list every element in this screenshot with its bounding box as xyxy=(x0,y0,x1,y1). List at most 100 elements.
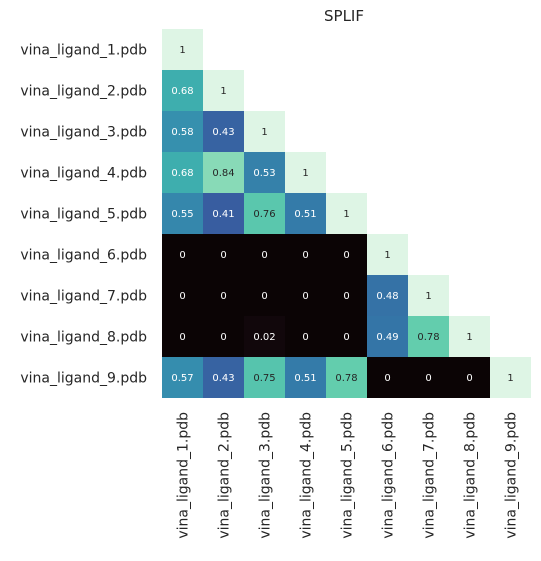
heatmap-cell xyxy=(326,193,367,234)
heatmap-cell xyxy=(367,357,408,398)
column-tick-label: vina_ligand_2.pdb xyxy=(217,412,233,539)
heatmap-cell xyxy=(490,357,531,398)
cell-value-label: 0 xyxy=(220,291,226,302)
cell-value-label: 0.41 xyxy=(212,209,234,220)
cell-value-label: 0.68 xyxy=(171,168,193,179)
heatmap-cell xyxy=(162,316,203,357)
heatmap-cell xyxy=(203,275,244,316)
cell-value-label: 0.84 xyxy=(212,168,234,179)
cell-value-label: 0.57 xyxy=(171,373,193,384)
row-tick-label: vina_ligand_4.pdb xyxy=(20,166,147,182)
cell-value-label: 0 xyxy=(220,332,226,343)
cell-value-label: 1 xyxy=(425,291,431,302)
cell-value-label: 0 xyxy=(220,250,226,261)
column-tick-label: vina_ligand_6.pdb xyxy=(381,412,397,539)
cell-value-label: 1 xyxy=(466,332,472,343)
heatmap-cell xyxy=(244,152,285,193)
heatmap-cell xyxy=(244,234,285,275)
cell-value-label: 0.53 xyxy=(253,168,275,179)
heatmap-cell xyxy=(408,275,449,316)
heatmap-cell xyxy=(285,275,326,316)
heatmap-cell xyxy=(203,193,244,234)
row-tick-label: vina_ligand_2.pdb xyxy=(20,84,147,100)
cell-value-label: 0 xyxy=(302,250,308,261)
cell-value-label: 0.75 xyxy=(253,373,275,384)
cell-value-label: 0.58 xyxy=(171,127,193,138)
column-tick-label: vina_ligand_8.pdb xyxy=(463,412,479,539)
row-tick-labels: vina_ligand_1.pdb vina_ligand_2.pdb vina_l… xyxy=(20,43,147,387)
heatmap-cell xyxy=(326,357,367,398)
heatmap-cells: 1 0.68 1 0.58 0.43 1 0.68 0.84 0.53 1 0.55 0.41 0.76… xyxy=(162,29,531,398)
heatmap-cell xyxy=(162,234,203,275)
cell-value-label: 0 xyxy=(343,291,349,302)
row-tick-label: vina_ligand_8.pdb xyxy=(20,330,147,346)
column-tick-labels: vina_ligand_1.pdb vina_ligand_2.pdb vina_l… xyxy=(176,412,520,539)
cell-value-label: 1 xyxy=(507,373,513,384)
cell-value-label: 0 xyxy=(261,250,267,261)
column-tick-label: vina_ligand_7.pdb xyxy=(422,412,438,539)
cell-value-label: 0.55 xyxy=(171,209,193,220)
cell-value-label: 0 xyxy=(179,332,185,343)
cell-value-label: 1 xyxy=(261,127,267,138)
cell-value-label: 0 xyxy=(179,291,185,302)
cell-value-label: 0.02 xyxy=(253,332,275,343)
heatmap-cell xyxy=(244,193,285,234)
cell-value-label: 0 xyxy=(302,332,308,343)
cell-value-label: 0.51 xyxy=(294,373,316,384)
heatmap-cell xyxy=(285,152,326,193)
heatmap-cell xyxy=(203,316,244,357)
heatmap-cell xyxy=(162,70,203,111)
column-tick-label: vina_ligand_3.pdb xyxy=(258,412,274,539)
heatmap-cell xyxy=(244,275,285,316)
heatmap-cell xyxy=(203,70,244,111)
cell-value-label: 1 xyxy=(179,45,185,56)
cell-value-label: 0 xyxy=(261,291,267,302)
column-tick-label: vina_ligand_1.pdb xyxy=(176,412,192,539)
heatmap-cell xyxy=(203,357,244,398)
cell-value-label: 0 xyxy=(179,250,185,261)
cell-value-label: 0.68 xyxy=(171,86,193,97)
heatmap-cell xyxy=(285,193,326,234)
cell-value-label: 0 xyxy=(302,291,308,302)
heatmap-cell xyxy=(367,275,408,316)
heatmap-cell xyxy=(408,316,449,357)
cell-value-label: 0.78 xyxy=(417,332,439,343)
heatmap-cell xyxy=(449,316,490,357)
cell-value-label: 0.43 xyxy=(212,373,234,384)
heatmap-cell xyxy=(244,111,285,152)
cell-value-label: 0.76 xyxy=(253,209,275,220)
heatmap-cell xyxy=(326,316,367,357)
cell-value-label: 0 xyxy=(466,373,472,384)
cell-value-label: 1 xyxy=(220,86,226,97)
heatmap-cell xyxy=(449,357,490,398)
heatmap-cell xyxy=(162,357,203,398)
heatmap-cell xyxy=(285,234,326,275)
cell-value-label: 0.49 xyxy=(376,332,398,343)
heatmap-cell xyxy=(162,152,203,193)
cell-value-label: 0.78 xyxy=(335,373,357,384)
heatmap-cell xyxy=(244,316,285,357)
heatmap-cell xyxy=(162,275,203,316)
column-tick-label: vina_ligand_4.pdb xyxy=(299,412,315,539)
heatmap-cell xyxy=(285,357,326,398)
cell-value-label: 0.43 xyxy=(212,127,234,138)
cell-value-label: 1 xyxy=(302,168,308,179)
heatmap-cell xyxy=(408,357,449,398)
cell-value-label: 0.51 xyxy=(294,209,316,220)
cell-value-label: 0.48 xyxy=(376,291,398,302)
column-tick-label: vina_ligand_9.pdb xyxy=(504,412,520,539)
row-tick-label: vina_ligand_6.pdb xyxy=(20,248,147,264)
column-tick-label: vina_ligand_5.pdb xyxy=(340,412,356,539)
row-tick-label: vina_ligand_5.pdb xyxy=(20,207,147,223)
heatmap-cell xyxy=(162,111,203,152)
heatmap-cell xyxy=(244,357,285,398)
cell-value-label: 1 xyxy=(343,209,349,220)
heatmap-cell xyxy=(285,316,326,357)
heatmap-cell xyxy=(203,111,244,152)
heatmap-cell xyxy=(326,275,367,316)
heatmap-cell xyxy=(162,193,203,234)
row-tick-label: vina_ligand_7.pdb xyxy=(20,289,147,305)
heatmap-cell xyxy=(367,234,408,275)
heatmap-cell xyxy=(367,316,408,357)
